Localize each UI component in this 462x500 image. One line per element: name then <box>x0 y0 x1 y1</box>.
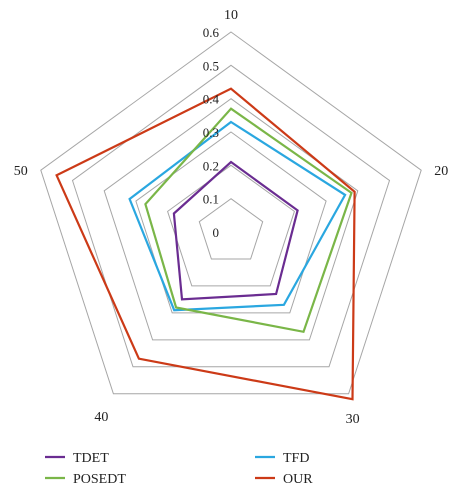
series-posedt <box>144 107 353 334</box>
series-our <box>55 87 356 401</box>
grid-ring <box>71 64 391 368</box>
series-tfd <box>128 120 347 312</box>
axis-label-20: 20 <box>434 164 448 179</box>
legend-item-tfd: TFD <box>255 451 309 466</box>
legend-item-our: OUR <box>255 472 313 487</box>
legend-item-tdet: TDET <box>45 451 109 466</box>
legend-label: POSEDT <box>73 472 126 487</box>
tick-label-0.4: 0.4 <box>203 92 220 107</box>
axis-label-30: 30 <box>346 412 360 427</box>
legend-item-posedt: POSEDT <box>45 472 126 487</box>
tick-label-0.5: 0.5 <box>203 58 219 73</box>
axis-label-10: 10 <box>224 8 238 23</box>
axis-label-40: 40 <box>94 410 108 425</box>
tick-label-0.3: 0.3 <box>203 125 219 140</box>
tick-label-0.1: 0.1 <box>203 192 219 207</box>
tick-labels: 0 0.1 0.2 0.3 0.4 0.5 0.6 <box>203 25 220 240</box>
radar-grid <box>40 31 422 395</box>
grid-ring <box>135 131 327 314</box>
tick-label-0.2: 0.2 <box>203 158 219 173</box>
tick-label-0: 0 <box>213 225 220 240</box>
grid-ring <box>198 198 264 260</box>
legend-label: TFD <box>283 451 309 466</box>
axis-label-50: 50 <box>14 164 28 179</box>
series-tdet <box>172 160 299 301</box>
legend-label: TDET <box>73 451 109 466</box>
grid-ring <box>40 31 422 395</box>
legend-label: OUR <box>283 472 313 487</box>
legend: TDET TFD POSEDT OUR <box>45 451 313 487</box>
grid-ring <box>167 164 295 287</box>
axis-labels: 10 20 30 40 50 <box>14 8 448 427</box>
series-group <box>55 87 356 401</box>
tick-label-0.6: 0.6 <box>203 25 220 40</box>
